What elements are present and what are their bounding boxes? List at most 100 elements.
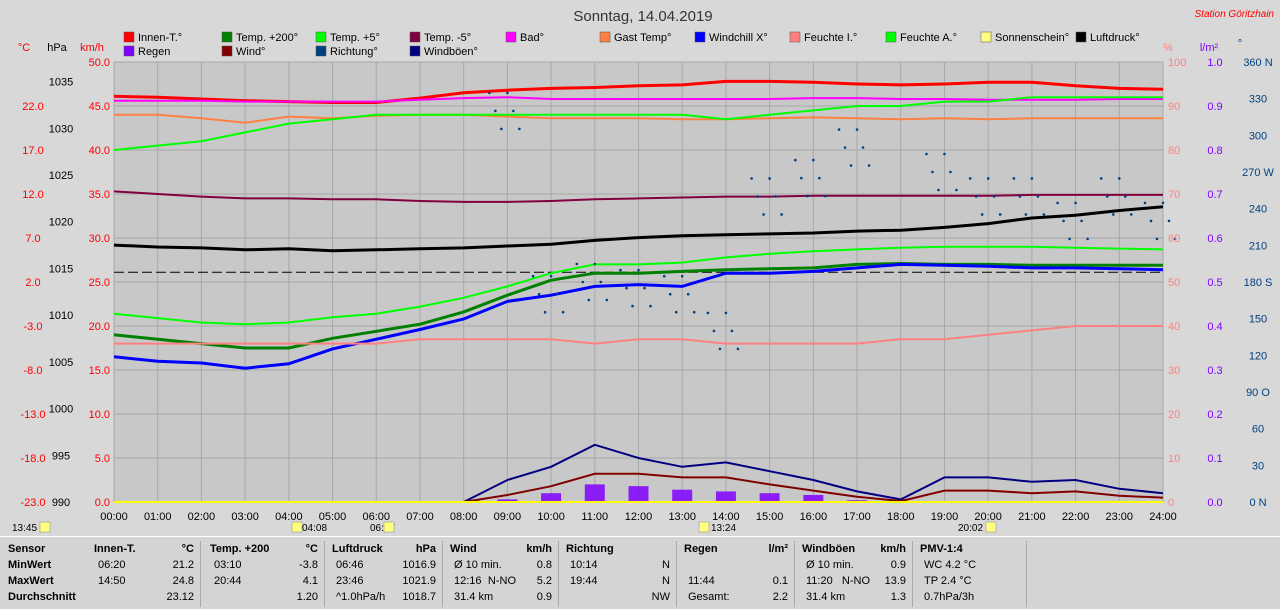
rain-bar <box>541 493 562 502</box>
rain-bar <box>584 484 605 502</box>
direction-point <box>1129 213 1133 216</box>
legend-label: Innen-T.° <box>138 32 182 44</box>
stats-time: 10:14 <box>570 559 598 571</box>
direction-point <box>649 304 652 308</box>
direction-point <box>768 177 771 180</box>
pct-tick-label: 50 <box>1168 277 1180 289</box>
direction-point <box>780 213 783 216</box>
direction-tick-label: 210 <box>1249 240 1267 252</box>
stats-row: WC 4.2 °C <box>916 557 1026 573</box>
stats-value: 21.2 <box>172 559 194 571</box>
rain-tick-label: 0.8 <box>1207 145 1222 157</box>
time-marker-icon <box>383 521 395 533</box>
x-tick-label: 09:00 <box>494 511 522 523</box>
legend-swatch <box>315 31 327 43</box>
direction-point <box>488 91 491 95</box>
hpa-tick-label: 990 <box>52 497 70 509</box>
stats-extra: N-NO <box>841 575 870 587</box>
direction-point <box>730 329 734 333</box>
rain-tick-label: 1.0 <box>1207 57 1222 69</box>
x-tick-label: 07:00 <box>406 511 434 523</box>
direction-point <box>1167 219 1171 223</box>
x-tick-label: 19:00 <box>931 511 959 523</box>
direction-tick-label: 360 N <box>1243 57 1272 69</box>
stats-section-unit: km/h <box>880 543 906 555</box>
temp-tick-label: -8.0 <box>24 365 43 377</box>
series-line-4 <box>113 205 1164 253</box>
legend-swatch <box>409 31 421 43</box>
direction-point <box>800 176 803 180</box>
rain-bar <box>672 489 693 502</box>
stats-time: Gesamt: <box>688 591 730 603</box>
x-tick-label: 18:00 <box>887 511 915 523</box>
direction-point <box>1173 237 1177 241</box>
stats-value: 0.1 <box>772 575 788 587</box>
stats-row: 19:44 N <box>562 573 676 589</box>
direction-point <box>625 286 628 290</box>
direction-point <box>861 146 865 149</box>
rain-tick-label: 0.3 <box>1207 365 1222 377</box>
stats-section-title: Temp. +200 <box>210 543 270 555</box>
stats-section: Wind km/h Ø 10 min. 0.8 12:16 N-NO 5.2 31.4 km 0… <box>446 541 559 607</box>
direction-point <box>925 152 928 156</box>
hpa-tick-label: 1000 <box>49 404 73 416</box>
stats-value: 0.9 <box>890 559 906 571</box>
direction-point <box>986 177 990 180</box>
rain-bar <box>628 486 649 502</box>
stats-label-sensor: Sensor <box>8 543 46 555</box>
direction-point <box>506 91 509 95</box>
x-tick-label: 12:00 <box>625 511 653 523</box>
stats-row: 1.20 <box>206 589 324 605</box>
direction-point <box>581 280 585 284</box>
x-tick-label: 21:00 <box>1018 511 1046 523</box>
rain-tick-label: 0.6 <box>1207 233 1222 245</box>
x-tick-label: 22:00 <box>1062 511 1090 523</box>
stats-section: Regen l/m² 11:44 0.1 Gesamt: 2.2 <box>680 541 795 607</box>
x-tick-label: 00:00 <box>100 511 128 523</box>
direction-point <box>837 128 841 131</box>
series-line-9 <box>114 325 1163 345</box>
x-tick-label: 05:00 <box>319 511 347 523</box>
direction-point <box>756 195 759 198</box>
hpa-tick-label: 1005 <box>49 357 73 369</box>
stats-value: -3.8 <box>299 559 318 571</box>
rain-bar <box>497 499 518 502</box>
direction-point <box>549 274 553 278</box>
pct-unit-label: % <box>1163 42 1173 54</box>
stats-row: 0.7hPa/3h <box>916 589 1026 605</box>
legend-label: Windböen° <box>424 46 478 58</box>
kmh-tick-label: 10.0 <box>89 409 110 421</box>
pct-tick-label: 20 <box>1168 409 1180 421</box>
stats-row: NW <box>562 589 676 605</box>
legend-swatch <box>980 31 992 43</box>
x-tick-label: 15:00 <box>756 511 784 523</box>
legend-label: Wind° <box>236 46 265 58</box>
stats-value: 13.9 <box>884 575 906 587</box>
direction-point <box>937 188 940 192</box>
temp-tick-label: -3.0 <box>24 321 43 333</box>
direction-point <box>555 292 559 296</box>
stats-value: N <box>662 559 670 571</box>
stats-section-unit: °C <box>181 543 194 555</box>
direction-point <box>1042 213 1046 216</box>
direction-point <box>494 109 497 113</box>
temp-unit-label: °C <box>18 42 30 54</box>
direction-point <box>692 310 696 314</box>
direction-tick-label: 120 <box>1249 350 1267 362</box>
direction-point <box>736 347 740 351</box>
stats-time: 12:16 <box>454 575 482 587</box>
legend-label: Temp. +200° <box>236 32 298 44</box>
stats-time: 06:20 <box>98 559 126 571</box>
temp-tick-label: 22.0 <box>22 101 43 113</box>
direction-point <box>1111 213 1115 216</box>
x-tick-label: 14:00 <box>712 511 740 523</box>
direction-tick-label: 240 <box>1249 204 1267 216</box>
series-line-6 <box>113 245 1164 326</box>
series-line-1 <box>114 96 1163 103</box>
x-tick-label: 20:00 <box>974 511 1002 523</box>
x-tick-label: 02:00 <box>188 511 216 523</box>
stats-label-max: MaxWert <box>8 575 54 587</box>
legend-swatch <box>123 45 135 57</box>
stats-section: Windböen km/h Ø 10 min. 0.9 11:20 N-NO 13.9 31.… <box>798 541 913 607</box>
stats-value: 0.8 <box>536 559 552 571</box>
